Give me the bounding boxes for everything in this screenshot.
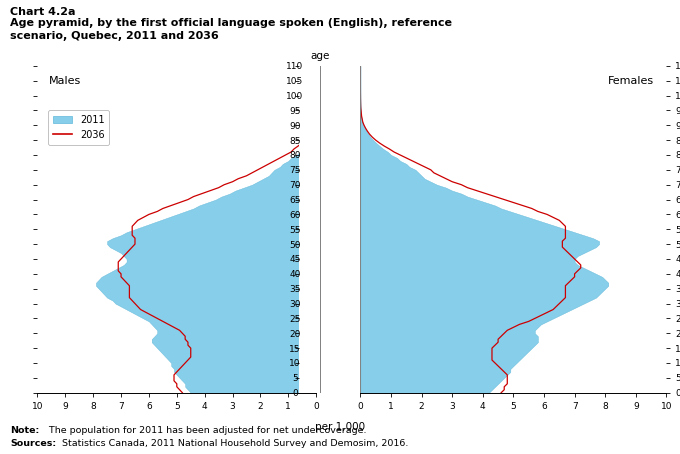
Text: The population for 2011 has been adjusted for net undercoverage.: The population for 2011 has been adjuste… xyxy=(46,426,366,435)
Text: Chart 4.2a: Chart 4.2a xyxy=(10,7,75,17)
Text: Note:: Note: xyxy=(10,426,39,435)
Text: Age pyramid, by the first official language spoken (English), reference
scenario: Age pyramid, by the first official langu… xyxy=(10,18,452,41)
Text: Males: Males xyxy=(48,76,81,86)
Text: per 1,000: per 1,000 xyxy=(315,422,365,432)
Text: Sources:: Sources: xyxy=(10,439,56,449)
Text: Statistics Canada, 2011 National Household Survey and Demosim, 2016.: Statistics Canada, 2011 National Househo… xyxy=(59,439,409,449)
Text: age: age xyxy=(310,51,329,61)
Text: Females: Females xyxy=(608,76,654,86)
Legend: 2011, 2036: 2011, 2036 xyxy=(48,110,109,144)
